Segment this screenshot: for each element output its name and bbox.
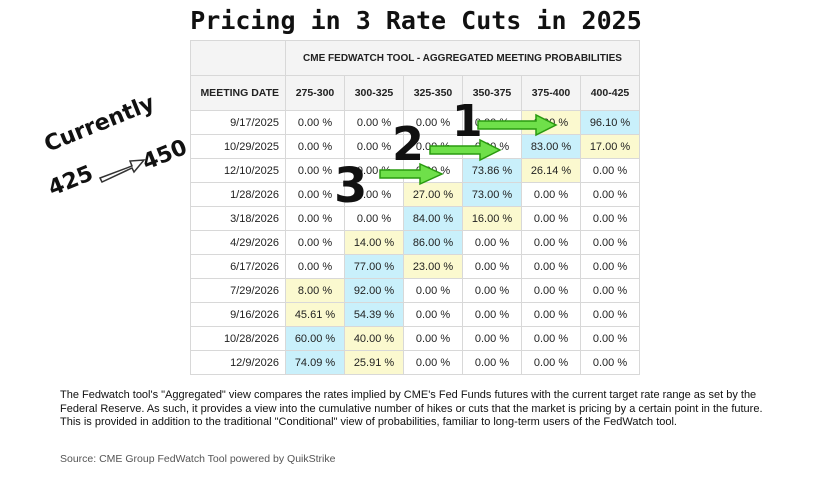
probability-cell: 77.00 % [344, 254, 404, 279]
probability-cell: 0.00 % [580, 350, 640, 375]
probability-cell: 14.00 % [344, 230, 404, 255]
probability-cell: 0.00 % [285, 134, 345, 159]
probability-cell: 54.39 % [344, 302, 404, 327]
footer-note: The Fedwatch tool's "Aggregated" view co… [60, 389, 763, 428]
probability-cell: 0.00 % [462, 254, 522, 279]
probability-cell: 25.91 % [344, 350, 404, 375]
source: Source: CME Group FedWatch Tool powered … [60, 453, 336, 465]
column-header: 350-375 [462, 75, 522, 111]
probability-cell: 0.00 % [462, 230, 522, 255]
probability-cell: 23.00 % [403, 254, 463, 279]
probability-cell: 0.00 % [403, 110, 463, 135]
probability-table: CME FEDWATCH TOOL - AGGREGATED MEETING P… [190, 40, 640, 375]
column-row: MEETING DATE 275-300 300-325 325-350 350-375… [190, 75, 640, 111]
table-row: 1/28/2026 0.00 % 0.00 % 27.00 % 73.00 % 0.00 … [190, 182, 640, 207]
probability-cell: 0.00 % [521, 230, 581, 255]
probability-cell: 0.00 % [521, 302, 581, 327]
probability-cell: 0.00 % [580, 254, 640, 279]
probability-cell: 0.00 % [285, 182, 345, 207]
probability-cell: 16.00 % [462, 206, 522, 231]
annotation-from: 425 [45, 161, 97, 201]
title: Pricing in 3 Rate Cuts in 2025 [190, 6, 642, 35]
table-row: 7/29/2026 8.00 % 92.00 % 0.00 % 0.00 % 0.00 %… [190, 278, 640, 303]
annotation-currently: Currently [41, 91, 158, 158]
green-arrows [379, 113, 558, 186]
probability-cell: 0.00 % [285, 158, 345, 183]
probability-cell: 0.00 % [521, 254, 581, 279]
probability-cell: 83.00 % [521, 134, 581, 159]
probability-cell: 84.00 % [403, 206, 463, 231]
column-header: 325-350 [403, 75, 463, 111]
header-cell [190, 40, 286, 76]
meeting-date: 12/9/2026 [190, 350, 286, 375]
table-row: 12/9/2026 74.09 % 25.91 % 0.00 % 0.00 % 0.00 … [190, 350, 640, 375]
probability-cell: 74.09 % [285, 350, 345, 375]
probability-cell: 0.00 % [521, 182, 581, 207]
annotation-label: 2 [392, 117, 424, 171]
probability-cell: 0.00 % [344, 182, 404, 207]
probability-cell: 0.00 % [580, 182, 640, 207]
probability-cell: 0.00 % [521, 326, 581, 351]
column-header: 400-425 [580, 75, 640, 111]
probability-cell: 0.00 % [462, 350, 522, 375]
column-header: 300-325 [344, 75, 404, 111]
annotation-label: 3 [334, 158, 367, 214]
meeting-date: 4/29/2026 [190, 230, 286, 255]
probability-cell: 0.00 % [462, 326, 522, 351]
probability-cell: 17.00 % [580, 134, 640, 159]
probability-cell: 0.00 % [344, 110, 404, 135]
probability-cell: 0.00 % [403, 350, 463, 375]
table-header: CME FEDWATCH TOOL - AGGREGATED MEETING P… [285, 40, 640, 76]
probability-cell: 96.10 % [580, 110, 640, 135]
probability-cell: 8.00 % [285, 278, 345, 303]
header-row: CME FEDWATCH TOOL - AGGREGATED MEETING P… [190, 40, 640, 76]
table-row: 4/29/2026 0.00 % 14.00 % 86.00 % 0.00 % 0.00 … [190, 230, 640, 255]
table-row: 6/17/2026 0.00 % 77.00 % 23.00 % 0.00 % 0.00 … [190, 254, 640, 279]
column-header: 375-400 [521, 75, 581, 111]
meeting-date: 10/29/2025 [190, 134, 286, 159]
probability-cell: 0.00 % [580, 230, 640, 255]
annotation-to: 450 [139, 135, 191, 175]
probability-cell: 0.00 % [285, 230, 345, 255]
probability-cell: 45.61 % [285, 302, 345, 327]
annotation-label: 1 [452, 96, 483, 147]
probability-cell: 0.00 % [344, 206, 404, 231]
probability-cell: 0.00 % [580, 326, 640, 351]
probability-cell: 92.00 % [344, 278, 404, 303]
probability-cell: 0.00 % [521, 350, 581, 375]
annotation-arrow [98, 159, 146, 183]
probability-cell: 0.00 % [521, 206, 581, 231]
probability-cell: 0.00 % [403, 278, 463, 303]
